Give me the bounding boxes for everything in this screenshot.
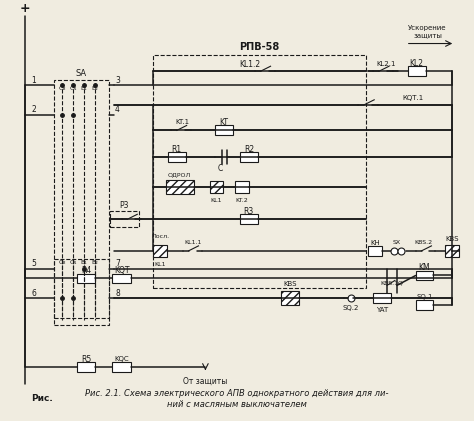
Text: B₂: B₂ xyxy=(91,260,98,265)
Text: 6: 6 xyxy=(31,289,36,298)
Text: KBS.1Q: KBS.1Q xyxy=(381,281,403,286)
Text: +: + xyxy=(19,3,30,16)
Text: KQT: KQT xyxy=(114,266,129,275)
Text: KT: KT xyxy=(219,118,228,127)
Text: R2: R2 xyxy=(244,145,254,154)
Text: SQ.2: SQ.2 xyxy=(342,305,359,311)
Text: KBS.2: KBS.2 xyxy=(414,240,433,245)
Bar xyxy=(77,362,95,372)
Bar xyxy=(235,181,249,192)
Text: 3: 3 xyxy=(115,75,120,85)
Text: KM: KM xyxy=(419,263,430,272)
Text: 2: 2 xyxy=(31,105,36,114)
Bar xyxy=(112,362,131,372)
Text: P3: P3 xyxy=(120,201,129,210)
Text: KL1: KL1 xyxy=(154,262,166,267)
Text: 8: 8 xyxy=(115,289,120,298)
Text: SX: SX xyxy=(393,240,401,245)
Text: O₂: O₂ xyxy=(58,86,66,91)
Text: KT.2: KT.2 xyxy=(236,198,248,203)
Text: B₁: B₁ xyxy=(81,260,87,265)
Text: O₂: O₂ xyxy=(58,260,66,265)
Bar xyxy=(445,245,459,257)
Text: YAT: YAT xyxy=(376,307,388,313)
Text: КQТ.1: КQТ.1 xyxy=(402,95,423,101)
Text: O₁: O₁ xyxy=(69,260,77,265)
Bar xyxy=(166,180,193,194)
Bar xyxy=(416,300,433,310)
Bar xyxy=(240,214,258,224)
Text: R1: R1 xyxy=(172,145,182,154)
Bar xyxy=(210,181,223,192)
Bar xyxy=(55,259,109,318)
Text: Посл.: Посл. xyxy=(151,234,169,240)
Text: От защиты: От защиты xyxy=(183,377,228,386)
Text: KH: KH xyxy=(370,240,380,246)
Text: 7: 7 xyxy=(115,259,120,268)
Text: Рис.: Рис. xyxy=(31,394,53,403)
Text: 4: 4 xyxy=(115,105,120,114)
Text: KL2.1: KL2.1 xyxy=(376,61,396,67)
Text: KT.1: KT.1 xyxy=(176,120,190,125)
Text: KL2: KL2 xyxy=(410,59,424,68)
Text: KL1.1: KL1.1 xyxy=(184,240,201,245)
Bar xyxy=(112,274,131,283)
Text: KQC: KQC xyxy=(114,357,129,362)
Bar xyxy=(215,125,233,135)
Text: KL1.2: KL1.2 xyxy=(239,60,260,69)
Bar xyxy=(282,291,299,305)
Text: KL1: KL1 xyxy=(210,198,222,203)
Text: ОДРОЛ: ОДРОЛ xyxy=(168,172,191,177)
Text: Рис. 2.1. Схема электрического АПВ однократного действия для ли-
ний с масляным : Рис. 2.1. Схема электрического АПВ однок… xyxy=(85,389,389,409)
Text: KBS: KBS xyxy=(446,236,459,242)
Bar xyxy=(55,80,109,325)
Bar xyxy=(416,271,433,280)
Text: O₁: O₁ xyxy=(69,86,77,91)
Text: C: C xyxy=(218,164,223,173)
Bar xyxy=(240,152,258,162)
Bar xyxy=(373,293,391,303)
Text: 1: 1 xyxy=(31,75,36,85)
Bar xyxy=(153,56,366,288)
Bar xyxy=(109,211,139,227)
Bar xyxy=(168,152,186,162)
Text: B₁: B₁ xyxy=(81,86,87,91)
Text: B₂: B₂ xyxy=(91,86,98,91)
Text: R5: R5 xyxy=(81,355,91,364)
Text: R3: R3 xyxy=(244,207,254,216)
Bar xyxy=(153,245,167,257)
Text: SQ.1: SQ.1 xyxy=(416,294,433,300)
Text: РПВ-58: РПВ-58 xyxy=(239,43,280,53)
Text: SA: SA xyxy=(76,69,87,77)
Text: Ускорение
защиты: Ускорение защиты xyxy=(408,25,447,38)
Bar xyxy=(368,246,382,256)
Text: 5: 5 xyxy=(31,259,36,268)
Text: R4: R4 xyxy=(81,266,91,275)
Text: KBS: KBS xyxy=(283,281,297,288)
Bar xyxy=(408,66,426,76)
Bar xyxy=(77,274,95,283)
